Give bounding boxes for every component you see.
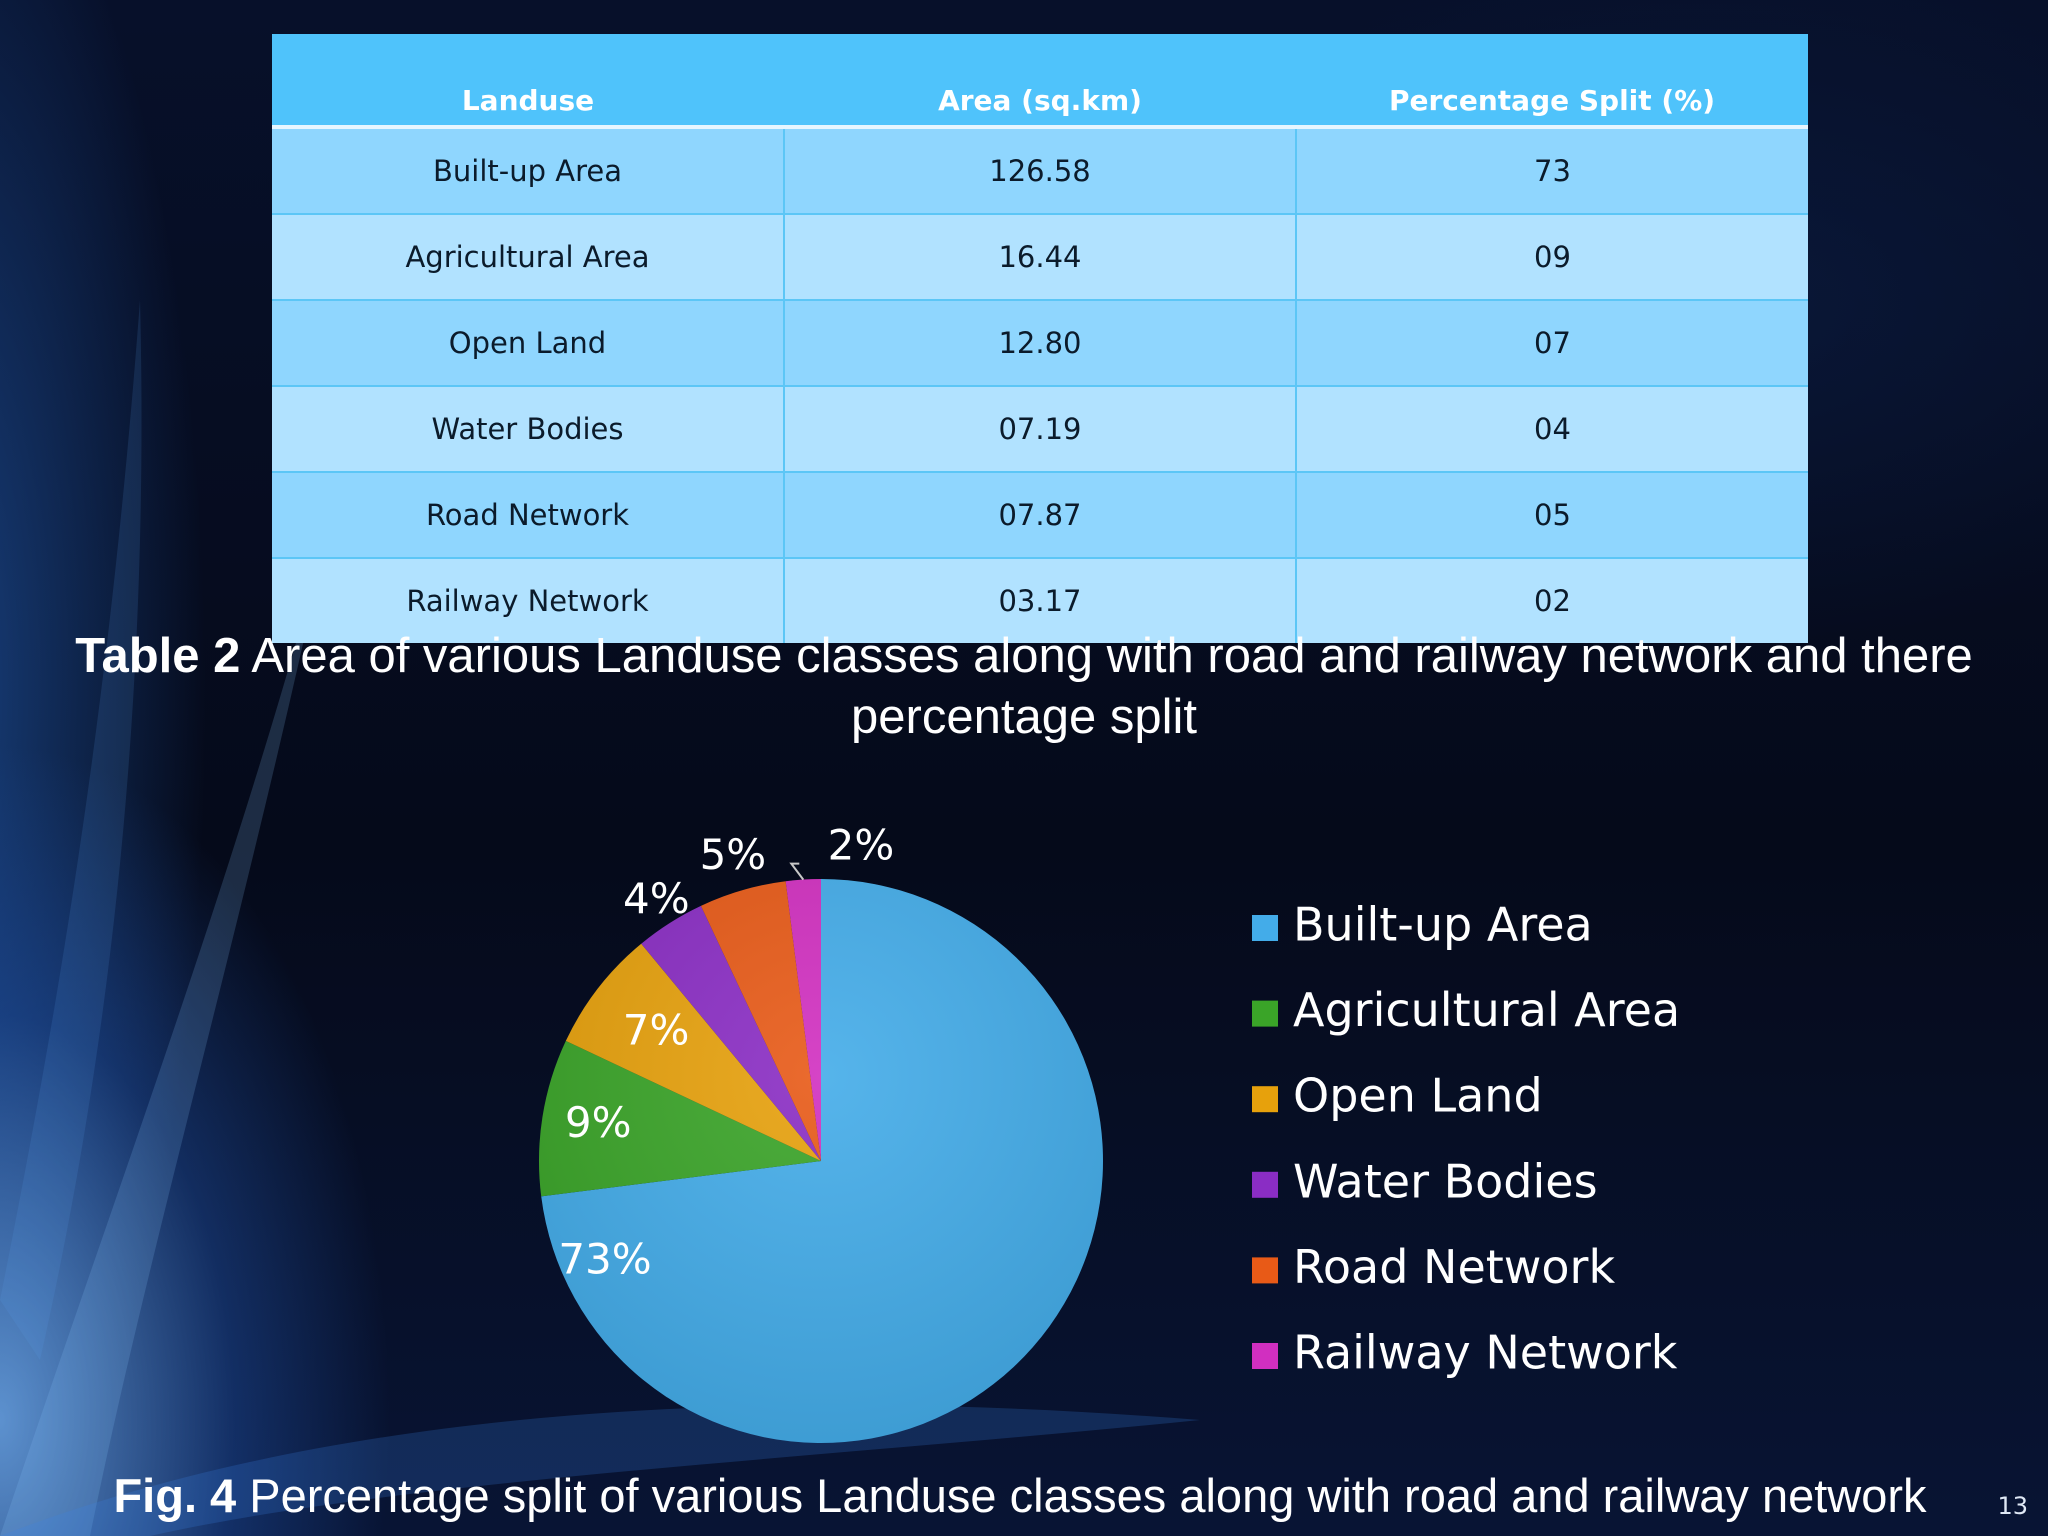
cell-area: 03.17 (783, 557, 1296, 643)
pie-slices (538, 879, 1103, 1443)
pie-leader-line (789, 862, 805, 881)
legend-swatch-built-up-area (1252, 915, 1278, 941)
table-row: Railway Network 03.17 02 (272, 557, 1808, 643)
cell-area: 07.19 (783, 385, 1296, 472)
pie-data-labels: 73% 9% 7% 4%5% 2% (558, 821, 894, 1284)
legend-swatch-agricultural-area (1252, 1000, 1278, 1027)
pie-label-road-network: 5% (700, 830, 767, 879)
figure-caption-text: Percentage split of various Landuse clas… (236, 1469, 1927, 1522)
cell-landuse: Built-up Area (272, 126, 784, 214)
chart-legend: Built-up Area Agricultural Area Open Land W… (1252, 898, 1680, 1380)
cell-area: 126.58 (783, 126, 1296, 214)
legend-label-built-up-area: Built-up Area (1293, 898, 1593, 952)
legend-label-water-bodies: Water Bodies (1293, 1154, 1598, 1208)
cell-percent: 73 (1295, 126, 1808, 214)
cell-area: 07.87 (783, 471, 1296, 558)
table-row: Agricultural Area 16.44 09 (272, 213, 1808, 300)
table-caption-label: Table 2 (75, 629, 241, 683)
figure-caption-label: Fig. 4 (113, 1469, 237, 1522)
table-row: Water Bodies 07.19 04 (272, 385, 1808, 472)
cell-percent: 05 (1295, 471, 1808, 558)
cell-percent: 09 (1295, 213, 1808, 300)
table-row: Open Land 12.80 07 (272, 299, 1808, 386)
legend-swatch-open-land (1252, 1086, 1278, 1113)
column-header-percentage: Percentage Split (%) (1296, 34, 1808, 129)
figure-caption: Fig. 4 Percentage split of various Landu… (60, 1468, 1980, 1524)
landuse-table: Landuse Area (sq.km) Percentage Split (%… (272, 34, 1808, 643)
legend-label-agricultural-area: Agricultural Area (1293, 983, 1680, 1037)
table-caption-text: Area of various Landuse classes along wi… (240, 629, 1973, 744)
cell-percent: 04 (1295, 385, 1808, 472)
legend-swatch-railway-network (1252, 1343, 1278, 1369)
pie-label-built-up-area: 73% (558, 1235, 651, 1284)
pie-leader-lines (789, 862, 805, 881)
cell-landuse: Agricultural Area (272, 213, 784, 300)
cell-area: 12.80 (783, 299, 1296, 386)
table-row: Road Network 07.87 05 (272, 471, 1808, 558)
legend-label-open-land: Open Land (1293, 1069, 1543, 1123)
table-row: Built-up Area 126.58 73 (272, 126, 1808, 214)
page-number: 13 (1997, 1492, 2028, 1520)
table-caption: Table 2 Area of various Landuse classes … (20, 626, 2028, 748)
legend-label-road-network: Road Network (1293, 1240, 1615, 1294)
pie-label-railway-network: 2% (828, 821, 895, 870)
cell-percent: 02 (1295, 557, 1808, 643)
legend-swatch-water-bodies (1252, 1171, 1278, 1198)
cell-percent: 07 (1295, 299, 1808, 386)
column-header-landuse: Landuse (272, 34, 784, 129)
cell-landuse: Railway Network (272, 557, 784, 643)
legend-label-railway-network: Railway Network (1293, 1326, 1678, 1380)
pie-label-agricultural-area: 9% (565, 1098, 632, 1147)
cell-landuse: Open Land (272, 299, 784, 386)
cell-area: 16.44 (783, 213, 1296, 300)
cell-landuse: Road Network (272, 471, 784, 558)
column-header-area: Area (sq.km) (784, 34, 1296, 129)
pie-label-water-bodies: 4% (623, 874, 690, 923)
cell-landuse: Water Bodies (272, 385, 784, 472)
legend-swatch-road-network (1252, 1257, 1278, 1284)
pie-label-open-land: 7% (623, 1006, 690, 1055)
table-header-row: Landuse Area (sq.km) Percentage Split (%… (272, 34, 1808, 129)
